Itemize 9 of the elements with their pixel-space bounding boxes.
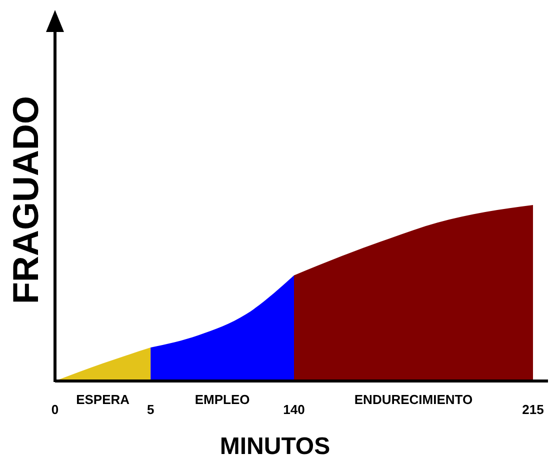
x-tick-label: 5: [146, 402, 154, 417]
x-axis-title: MINUTOS: [220, 433, 330, 458]
series-label: EMPLEO: [194, 392, 250, 407]
x-tick-label: 0: [51, 402, 59, 417]
series-label: ESPERA: [76, 392, 130, 407]
x-tick-label: 140: [283, 402, 305, 417]
series-label: ENDURECIMIENTO: [354, 392, 473, 407]
x-tick-label: 215: [522, 402, 544, 417]
y-axis-title: FRAGUADO: [5, 96, 46, 304]
